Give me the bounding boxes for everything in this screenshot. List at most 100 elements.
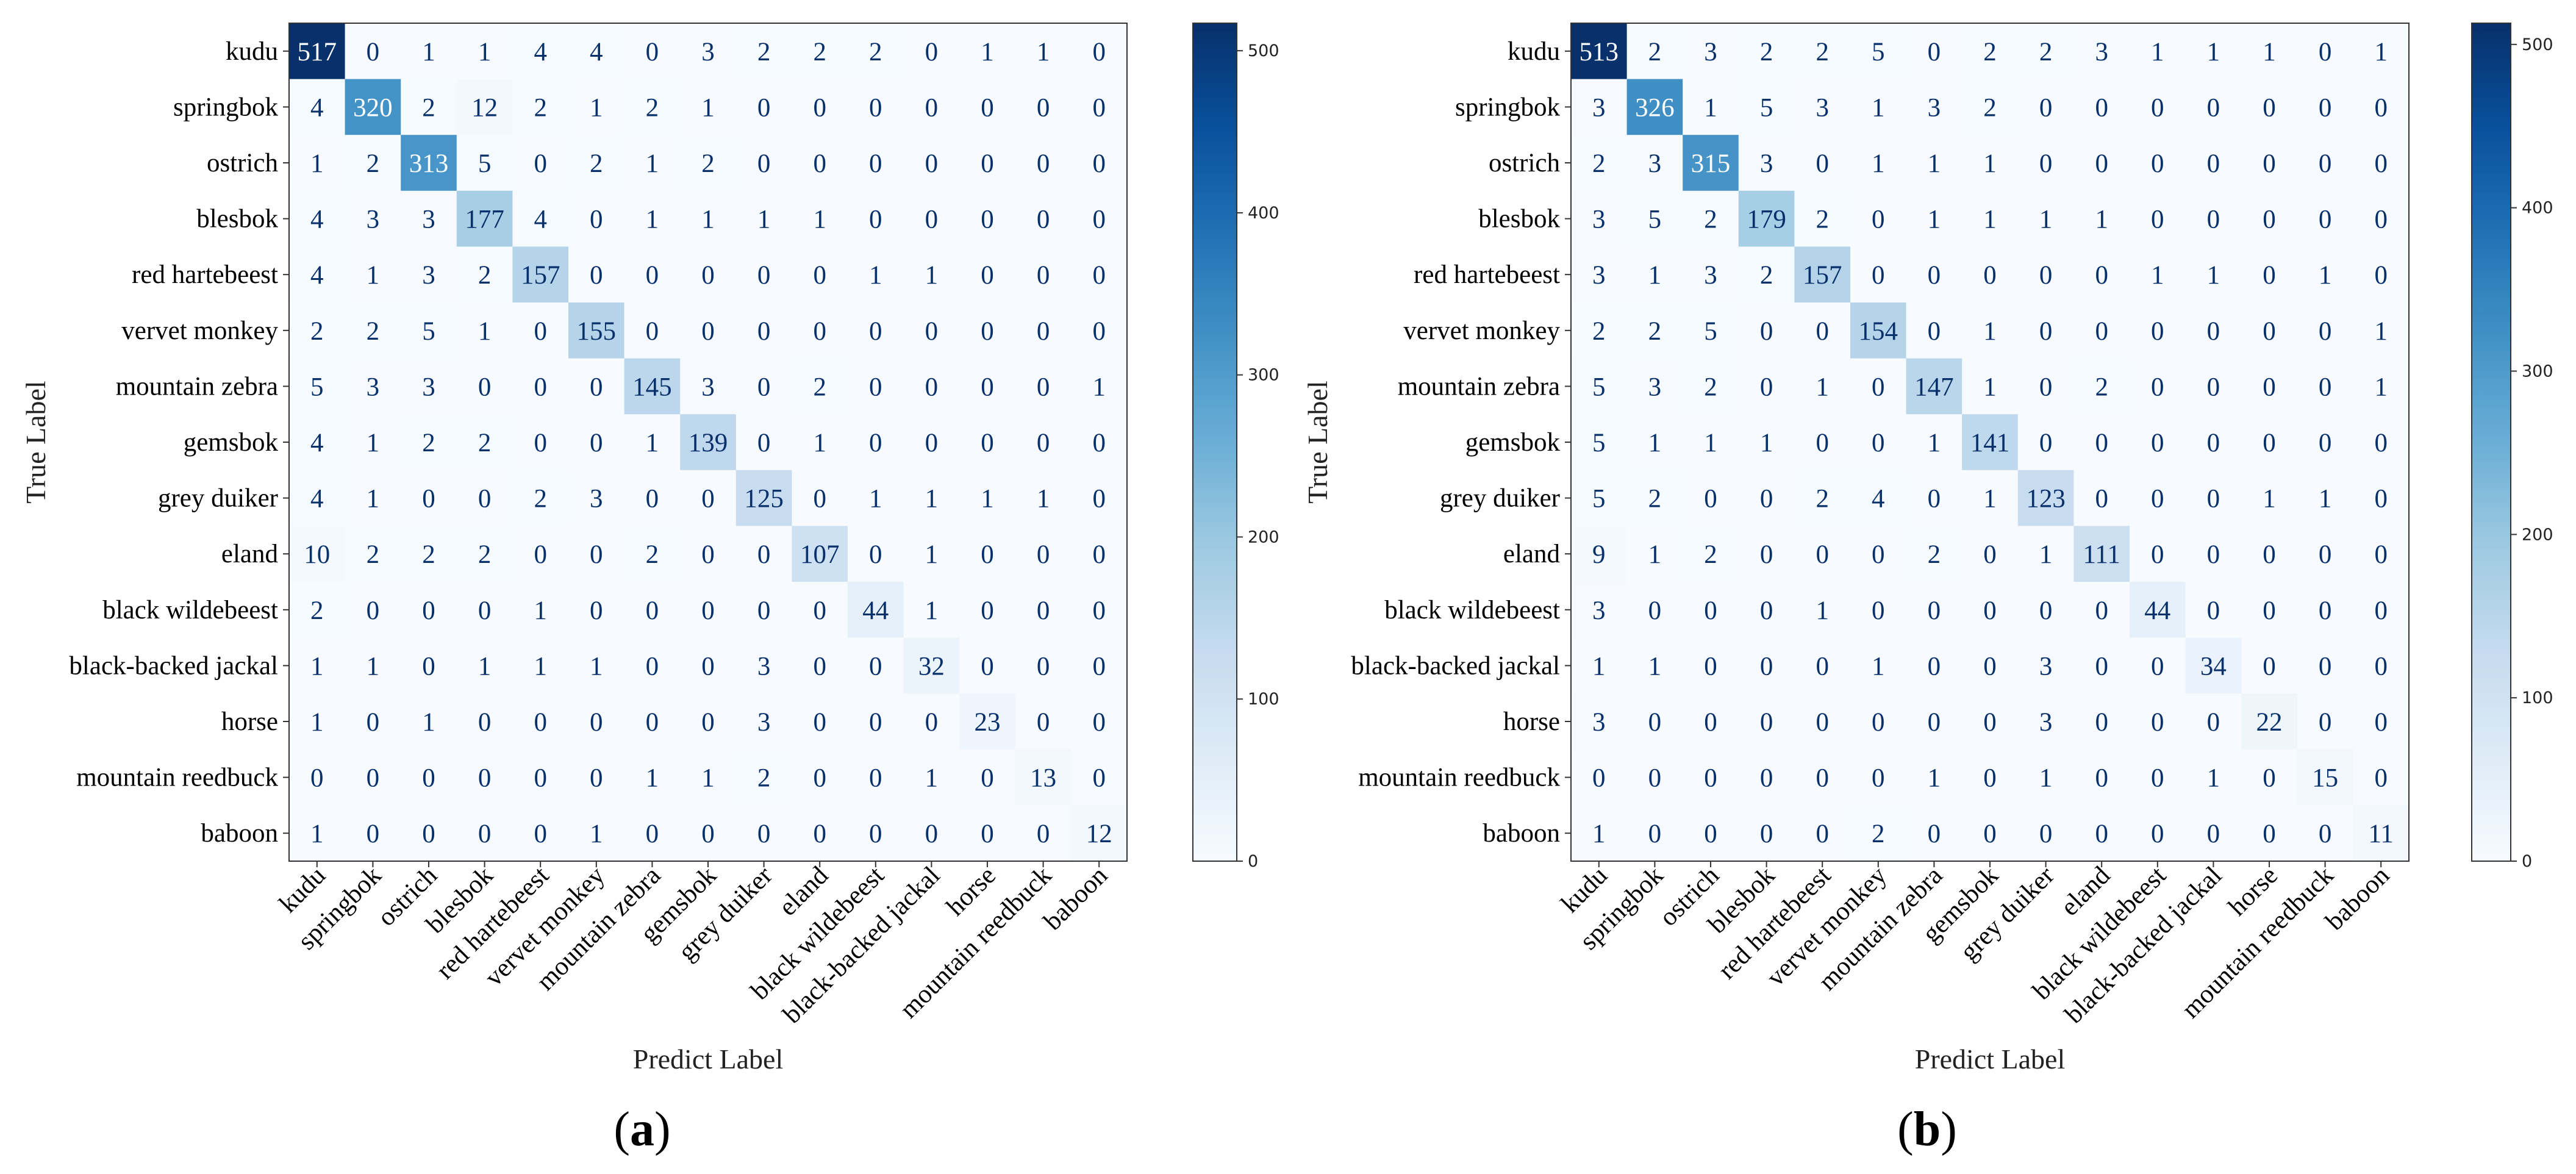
cell-a-r0-c14 <box>1071 23 1128 80</box>
cell-value-b-r7-c2: 1 <box>1704 429 1717 457</box>
cell-value-b-r3-c10: 0 <box>2151 206 2164 234</box>
cell-value-b-r13-c9: 0 <box>2095 764 2108 793</box>
cell-a-r0-c9 <box>792 23 848 80</box>
cell-b-r12-c14 <box>2353 693 2410 750</box>
cell-value-b-r3-c12: 0 <box>2263 206 2276 234</box>
cell-b-r0-c3 <box>1738 23 1795 80</box>
cell-b-r5-c7 <box>1962 302 2019 359</box>
cell-a-r4-c3 <box>456 246 513 303</box>
cell-a-r6-c6 <box>624 358 681 415</box>
cell-b-r13-c0 <box>1571 749 1628 806</box>
cell-a-r3-c11 <box>903 190 960 247</box>
cell-value-a-r11-c11: 32 <box>918 652 945 681</box>
cell-b-r3-c5 <box>1850 190 1907 247</box>
cell-b-r9-c12 <box>2241 526 2298 582</box>
cell-value-b-r9-c13: 0 <box>2319 540 2332 569</box>
cell-b-r12-c8 <box>2017 693 2074 750</box>
cell-b-r3-c4 <box>1794 190 1851 247</box>
cell-value-a-r2-c1: 2 <box>367 149 380 178</box>
cell-value-a-r5-c5: 155 <box>577 317 617 346</box>
cell-value-b-r1-c1: 326 <box>1635 93 1675 122</box>
row-label-b-blesbok: blesbok <box>1478 205 1560 234</box>
cell-b-r2-c8 <box>2017 135 2074 191</box>
cell-b-r0-c5 <box>1850 23 1907 80</box>
cell-value-a-r11-c12: 0 <box>981 652 994 681</box>
cell-value-a-r11-c2: 0 <box>422 652 435 681</box>
cell-b-r14-c14 <box>2353 805 2410 862</box>
cell-a-r5-c10 <box>848 302 904 359</box>
cell-a-r5-c0 <box>289 302 346 359</box>
cell-b-r2-c13 <box>2297 135 2353 191</box>
cell-b-r2-c9 <box>2073 135 2130 191</box>
cell-value-b-r6-c5: 0 <box>1872 373 1885 401</box>
cell-b-r13-c2 <box>1683 749 1739 806</box>
cell-a-r6-c10 <box>848 358 904 415</box>
cell-b-r5-c11 <box>2185 302 2242 359</box>
cell-value-a-r7-c2: 2 <box>422 429 435 457</box>
cell-b-r13-c6 <box>1906 749 1962 806</box>
cell-value-a-r7-c14: 0 <box>1092 429 1106 457</box>
cell-value-b-r1-c6: 3 <box>1928 93 1941 122</box>
cell-a-r8-c14 <box>1071 470 1128 526</box>
cell-value-a-r14-c8: 0 <box>757 820 771 848</box>
cell-value-a-r3-c1: 3 <box>367 206 380 234</box>
cell-a-r8-c13 <box>1015 470 1072 526</box>
cell-a-r5-c3 <box>456 302 513 359</box>
cell-value-b-r6-c11: 0 <box>2207 373 2220 401</box>
cell-a-r9-c0 <box>289 526 346 582</box>
cell-value-a-r7-c9: 1 <box>813 429 826 457</box>
cell-a-r13-c10 <box>848 749 904 806</box>
cell-a-r13-c7 <box>680 749 737 806</box>
cell-b-r3-c1 <box>1626 190 1683 247</box>
cell-value-a-r7-c6: 1 <box>646 429 659 457</box>
cell-b-r2-c5 <box>1850 135 1907 191</box>
cell-value-b-r10-c3: 0 <box>1760 596 1773 625</box>
cell-value-a-r9-c11: 1 <box>925 540 939 569</box>
cell-a-r14-c6 <box>624 805 681 862</box>
cell-b-r3-c7 <box>1962 190 2019 247</box>
cell-value-a-r10-c14: 0 <box>1092 596 1106 625</box>
cell-a-r12-c12 <box>959 693 1016 750</box>
cell-value-b-r8-c13: 1 <box>2319 485 2332 514</box>
cell-value-b-r1-c4: 3 <box>1816 93 1829 122</box>
cell-value-a-r6-c1: 3 <box>367 373 380 401</box>
cell-value-a-r8-c0: 4 <box>310 485 324 514</box>
cell-b-r7-c8 <box>2017 414 2074 471</box>
cell-value-a-r5-c6: 0 <box>646 317 659 346</box>
cell-value-a-r4-c4: 157 <box>521 261 560 290</box>
cell-a-r5-c7 <box>680 302 737 359</box>
cell-b-r8-c1 <box>1626 470 1683 526</box>
cell-value-a-r1-c6: 2 <box>646 93 659 122</box>
colorbar-tick-label-a-100: 100 <box>1248 690 1279 709</box>
cell-value-a-r5-c8: 0 <box>757 317 771 346</box>
cell-a-r0-c0 <box>289 23 346 80</box>
cell-b-r6-c0 <box>1571 358 1628 415</box>
cell-value-a-r1-c5: 1 <box>590 93 603 122</box>
cell-value-b-r0-c13: 0 <box>2319 38 2332 66</box>
cell-a-r4-c11 <box>903 246 960 303</box>
cell-value-b-r8-c0: 5 <box>1592 485 1606 514</box>
cell-value-b-r11-c10: 0 <box>2151 652 2164 681</box>
cell-value-b-r0-c12: 1 <box>2263 38 2276 66</box>
cell-a-r0-c12 <box>959 23 1016 80</box>
cell-value-a-r5-c12: 0 <box>981 317 994 346</box>
cell-a-r10-c3 <box>456 582 513 639</box>
cell-a-r2-c7 <box>680 135 737 191</box>
cell-a-r12-c14 <box>1071 693 1128 750</box>
cell-value-b-r11-c1: 1 <box>1648 652 1662 681</box>
cell-value-a-r13-c0: 0 <box>310 764 324 793</box>
cell-b-r14-c6 <box>1906 805 1962 862</box>
cell-value-b-r8-c4: 2 <box>1816 485 1829 514</box>
cell-b-r13-c10 <box>2130 749 2186 806</box>
cell-value-a-r11-c7: 0 <box>701 652 715 681</box>
cell-a-r7-c8 <box>735 414 792 471</box>
cell-a-r13-c5 <box>568 749 625 806</box>
cell-a-r7-c6 <box>624 414 681 471</box>
cell-value-a-r5-c9: 0 <box>813 317 826 346</box>
cell-a-r14-c13 <box>1015 805 1072 862</box>
cell-value-b-r4-c13: 1 <box>2319 261 2332 290</box>
cell-value-a-r0-c7: 3 <box>701 38 715 66</box>
cell-b-r5-c9 <box>2073 302 2130 359</box>
cell-a-r14-c14 <box>1071 805 1128 862</box>
cell-value-b-r9-c12: 0 <box>2263 540 2276 569</box>
